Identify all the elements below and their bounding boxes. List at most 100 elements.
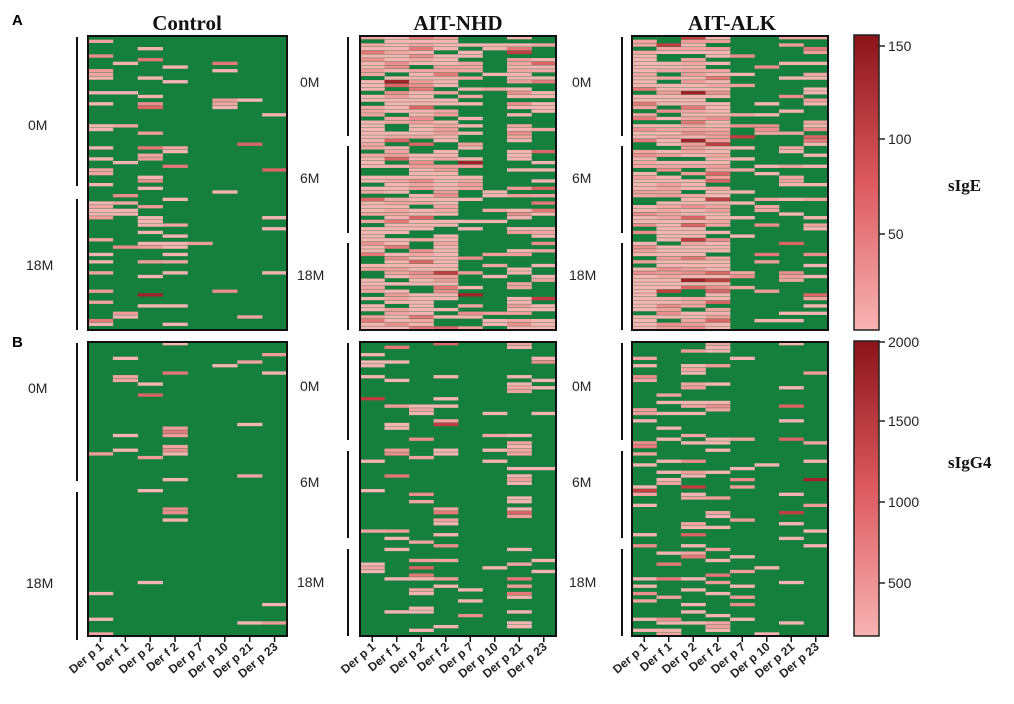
colorbar-sigg4-tick-1500: 1500	[888, 413, 919, 429]
heatmap-cell	[779, 580, 804, 585]
heatmap-cell	[112, 201, 139, 205]
heatmap-cell	[681, 219, 706, 224]
heatmap-cell	[705, 194, 731, 198]
heatmap-cell	[681, 544, 706, 548]
heatmap-cell	[409, 160, 434, 165]
colorbar-ticks	[879, 45, 885, 584]
heatmap-cell	[656, 289, 682, 293]
heatmap-cell	[507, 307, 532, 312]
heatmap-cell	[803, 102, 829, 106]
heatmap-cell	[681, 610, 706, 614]
heatmap-cell	[531, 212, 557, 216]
heatmap-cell	[656, 175, 682, 179]
heatmap-cell	[88, 216, 114, 220]
heatmap-cell	[507, 80, 532, 84]
heatmap-cell	[705, 525, 731, 530]
heatmap-cell	[88, 205, 114, 209]
heatmap-cell	[162, 304, 188, 308]
heatmap-cell	[409, 69, 434, 73]
heatmap-cell	[705, 223, 731, 227]
heatmap-cell	[409, 252, 434, 257]
heatmap-cell	[681, 285, 706, 290]
heatmap-cell	[384, 36, 410, 40]
heatmap-cell	[803, 304, 829, 308]
heatmap-cell	[730, 201, 755, 205]
heatmap-cell	[458, 326, 483, 330]
heatmap-cell	[656, 278, 682, 282]
heatmap-cell	[360, 208, 385, 213]
heatmap-cell	[433, 507, 459, 511]
heatmap-cell	[803, 183, 829, 187]
heatmap-cell	[384, 164, 410, 168]
heatmap-cell	[779, 43, 804, 47]
heatmap-cell	[212, 98, 238, 102]
heatmap-cell	[507, 448, 532, 452]
heatmap-cell	[409, 98, 434, 102]
heatmap-cell	[681, 201, 706, 205]
heatmap-cell	[384, 223, 410, 227]
heatmap-cell	[681, 109, 706, 113]
heatmap-cell	[632, 160, 657, 165]
heatmap-cell	[507, 252, 532, 257]
heatmap-cell	[384, 69, 410, 73]
heatmap-cell	[360, 307, 385, 312]
heatmap-cell	[507, 577, 532, 581]
heatmap-cell	[409, 124, 434, 128]
heatmap-cell	[531, 227, 557, 231]
heatmap-cell	[632, 190, 657, 194]
heatmap-cell	[409, 58, 434, 62]
heatmap-cell	[656, 127, 682, 132]
heatmap-cell	[656, 61, 682, 66]
heatmap-cell	[433, 452, 459, 456]
heatmap-cell	[137, 293, 163, 297]
heatmap-cell	[384, 474, 410, 478]
heatmap-cell	[632, 80, 657, 84]
heatmap-cell	[384, 326, 410, 330]
heatmap-cell	[656, 481, 682, 485]
heatmap-cell	[433, 124, 459, 128]
heatmap-cell	[88, 318, 114, 323]
heatmap-cell	[681, 386, 706, 390]
heatmap-cell	[656, 94, 682, 99]
heatmap-cell	[656, 131, 682, 135]
heatmap-cell	[409, 610, 434, 614]
heatmap-cell	[681, 212, 706, 216]
heatmap-cell	[681, 230, 706, 235]
heatmap-cell	[88, 168, 114, 172]
heatmap-cell	[656, 43, 682, 47]
heatmap-cell	[360, 175, 385, 179]
heatmap-cell	[531, 109, 557, 113]
heatmap-cell	[409, 171, 434, 176]
heatmap-cell	[730, 72, 755, 77]
heatmap-cell	[433, 175, 459, 179]
heatmap-cell	[803, 142, 829, 146]
heatmap-cell	[632, 375, 657, 379]
heatmap-cell	[360, 153, 385, 157]
heatmap-cell	[433, 584, 459, 588]
heatmap-cell	[409, 322, 434, 326]
heatmap-cell	[458, 227, 483, 231]
heatmap-cell	[409, 54, 434, 58]
heatmap-cell	[632, 628, 657, 632]
heatmap-cell	[632, 76, 657, 80]
heatmap-background-sigg4-control	[88, 342, 287, 636]
heatmap-cell	[632, 54, 657, 58]
heatmap-cell	[507, 135, 532, 139]
heatmap-cell	[779, 511, 804, 515]
heatmap-cell	[360, 105, 385, 110]
heatmap-cell	[162, 448, 188, 452]
heatmap-cell	[88, 171, 114, 176]
heatmap-cell	[433, 397, 459, 401]
heatmap-cell	[632, 183, 657, 187]
heatmap-cell	[360, 562, 385, 566]
heatmap-cell	[705, 547, 731, 552]
heatmap-cell	[482, 194, 508, 198]
heatmap-cell	[458, 315, 483, 319]
heatmap-cell	[779, 94, 804, 99]
heatmap-cell	[656, 267, 682, 271]
heatmap-cell	[632, 584, 657, 588]
heatmap-cell	[237, 315, 263, 319]
heatmap-cell	[360, 296, 385, 301]
heatmap-cell	[409, 80, 434, 84]
heatmap-cell	[656, 315, 682, 319]
